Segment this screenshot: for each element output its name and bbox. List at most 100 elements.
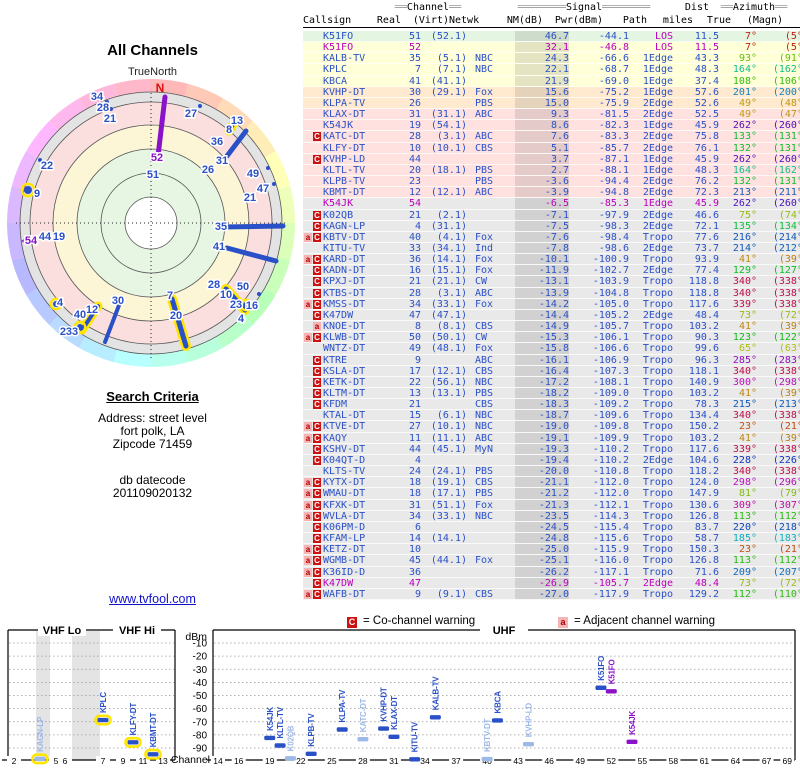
- station-marker: KAGN-LP: [31, 716, 49, 765]
- channel-tick-label: 22: [296, 756, 306, 766]
- azimuth-hue-ring: [264, 256, 291, 295]
- channel-tick-label: 25: [327, 756, 337, 766]
- radar-channel-label: 26: [202, 164, 214, 176]
- co-channel-warning-badge: C: [313, 299, 321, 309]
- table-row: a KNOE-DT 8 (8.1) CBS -14.9 -105.7 Tropo 103.2 41…: [303, 321, 800, 333]
- radar-channel-label: 9: [34, 188, 40, 200]
- db-datecode-value: 201109020132: [112, 486, 193, 500]
- azimuth-hue-ring: [11, 151, 38, 190]
- table-row: WNTZ-DT 49 (48.1) Fox -15.8 -106.6 Tropo 99.6 65…: [303, 343, 800, 355]
- channel-tick-label: 16: [234, 756, 244, 766]
- radar-channel-label: 40: [74, 309, 86, 321]
- co-channel-warning-badge: C: [313, 355, 321, 365]
- table-row: KBMT-DT 12 (12.1) ABC -3.9 -94.8 2Edge 72.3 213°…: [303, 187, 800, 199]
- azimuth-hue-ring: [113, 349, 152, 367]
- adjacent-warning-badge: a: [304, 422, 312, 432]
- radar-channel-label: 44: [39, 231, 52, 243]
- station-callsign-label: KLPA-TV: [338, 689, 347, 723]
- adjacent-channel-text: = Adjacent channel warning: [574, 615, 715, 627]
- radar-channel-label: 20: [170, 310, 182, 322]
- channel-tick-label: 34: [420, 756, 430, 766]
- station-callsign-label: K54JK: [266, 707, 275, 731]
- co-channel-warning-badge: C: [313, 333, 321, 343]
- signal-bar: [274, 743, 286, 748]
- channel-tick-label: 5: [54, 756, 59, 766]
- signal-spoke: [227, 121, 236, 133]
- azimuth-hue-ring: [113, 79, 152, 97]
- azimuth-hue-ring: [216, 98, 253, 131]
- radar-channel-label: 22: [41, 160, 53, 172]
- signal-bar: [97, 717, 109, 723]
- azimuth-hue-ring: [216, 315, 253, 348]
- signal-bar: [429, 715, 441, 720]
- search-address: Address: street level: [98, 411, 207, 425]
- signal-spoke: [169, 296, 189, 349]
- station-callsign-label: KAGN-LP: [36, 716, 45, 752]
- signal-bar: [605, 689, 617, 694]
- signal-spoke: [155, 94, 168, 159]
- table-row: KLAX-DT 31 (31.1) ABC 9.3 -81.5 2Edge 52.5 49° (4…: [303, 109, 800, 121]
- station-marker: K51FO: [605, 660, 617, 694]
- azimuth-hue-ring: [243, 121, 276, 158]
- dbm-tick-label: -10: [193, 639, 208, 650]
- station-callsign-label: KALB-TV: [431, 676, 440, 711]
- azimuth-hue-ring: [7, 185, 25, 224]
- station-callsign-label: KLPB-TV: [307, 713, 316, 747]
- station-marker: K02QB: [284, 725, 296, 761]
- band-section-title: VHF Lo: [43, 625, 82, 637]
- station-marker: KBTV-DT: [481, 718, 493, 762]
- station-marker: K54JK: [626, 711, 638, 745]
- radar-channel-label: 51: [147, 169, 159, 181]
- channel-tick-label: 67: [762, 756, 772, 766]
- radar-channel-label: 16: [246, 300, 258, 312]
- table-row: C KATC-DT 28 (3.1) ABC 7.6 -83.3 2Edge 75.8 133°(…: [303, 131, 800, 143]
- vhf-gap-band: [36, 631, 50, 760]
- signal-dot: [272, 182, 276, 186]
- signal-dot: [24, 186, 32, 194]
- radar-channel-label: 8: [226, 124, 232, 136]
- channel-tick-label: 31: [389, 756, 399, 766]
- dbm-tick-label: -30: [193, 665, 208, 676]
- radar-orientation-label: TrueNorth: [127, 66, 178, 78]
- adjacent-warning-badge: a: [304, 255, 312, 265]
- signal-dot: [198, 104, 202, 108]
- table-row: KTAL-DT 15 (6.1) NBC -18.7 -109.6 Tropo 134.4 34…: [303, 410, 800, 422]
- channel-tick-label: 58: [669, 756, 679, 766]
- station-marker: KLTL-TV: [274, 706, 286, 748]
- co-channel-warning-badge: C: [313, 478, 321, 488]
- radar-channel-label: 34: [91, 91, 104, 103]
- table-row: a C WMAU-DT 18 (17.1) PBS -21.2 -112.0 Tropo 147.…: [303, 488, 800, 500]
- radar-channel-label: 31: [216, 155, 228, 167]
- radar-channel-label: 21: [244, 192, 256, 204]
- station-marker: KALB-TV: [429, 676, 441, 720]
- north-label: N: [156, 81, 165, 95]
- table-header-groups: ══Channel══ ════════Signal════════ Dist ══A…: [394, 2, 788, 13]
- signal-bar: [595, 685, 607, 690]
- tvfool-link[interactable]: www.tvfool.com: [109, 592, 196, 606]
- db-datecode-label: db datecode: [119, 473, 186, 487]
- signal-dot: [266, 166, 270, 170]
- co-channel-warning-badge: C: [313, 366, 321, 376]
- co-channel-warning-badge: C: [313, 389, 321, 398]
- signal-dot: [77, 324, 83, 330]
- station-marker: KBCA: [491, 691, 503, 723]
- spoke-arrow-tip: [21, 236, 30, 246]
- station-marker: KITU-TV: [409, 721, 421, 762]
- adjacent-warning-badge: a: [304, 500, 312, 510]
- dbm-tick-label: -20: [193, 652, 208, 663]
- table-row: C KPXJ-DT 21 (21.1) CW -13.1 -103.9 Tropo 118.8 3…: [303, 276, 800, 288]
- station-callsign-label: KBTV-DT: [483, 718, 492, 752]
- signal-bar: [34, 756, 46, 762]
- adjacent-warning-badge: a: [304, 299, 312, 309]
- table-row: C KLTM-DT 13 (13.1) PBS -18.2 -109.0 Tropo 103.2…: [303, 388, 800, 400]
- adjacent-warning-badge: a: [304, 556, 312, 566]
- channel-tick-label: 7: [101, 756, 106, 766]
- station-marker: KLPB-TV: [305, 713, 317, 756]
- radar-channel-label: 36: [211, 136, 223, 148]
